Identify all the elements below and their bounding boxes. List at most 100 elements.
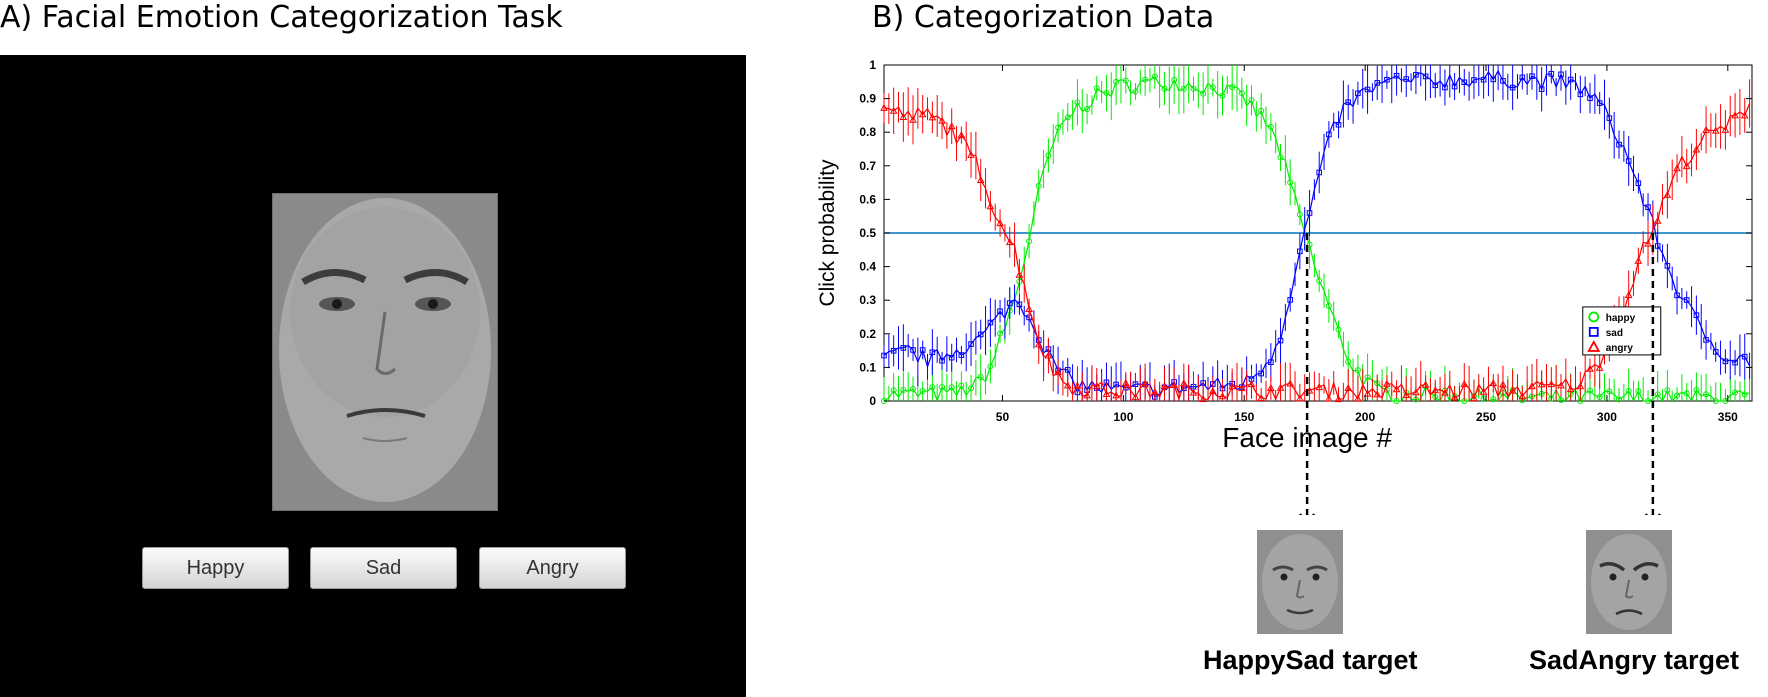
- angry-point: [1450, 393, 1459, 401]
- sad-point: [1287, 297, 1293, 303]
- angry-point: [889, 106, 898, 114]
- angry-point: [1189, 388, 1198, 396]
- angry-point: [1267, 383, 1275, 391]
- angry-point: [1005, 238, 1014, 246]
- happy-point: [1074, 99, 1081, 106]
- happy-point: [900, 386, 907, 393]
- happy-point: [1306, 241, 1313, 248]
- happy-point: [910, 385, 917, 392]
- happy-point: [987, 363, 994, 370]
- y-tick-label: 0.2: [859, 327, 876, 341]
- sad-point: [1432, 82, 1439, 89]
- angry-point: [1208, 387, 1217, 395]
- sad-point: [1732, 359, 1738, 366]
- angry-point: [1228, 382, 1237, 390]
- happy-point: [1161, 85, 1168, 92]
- sad-point: [997, 308, 1003, 315]
- sad-point: [1538, 86, 1545, 92]
- happy-point: [1596, 394, 1603, 401]
- angry-point: [1015, 270, 1024, 278]
- x-tick-label: 350: [1718, 410, 1738, 424]
- sad-point: [1277, 337, 1284, 344]
- angry-point: [1034, 340, 1043, 348]
- happysad-target-face-image: [1257, 530, 1343, 634]
- panel-a-title: A) Facial Emotion Categorization Task: [0, 0, 563, 35]
- happy-point: [1693, 386, 1700, 393]
- y-tick-label: 0.1: [859, 360, 876, 374]
- sad-line: [883, 69, 1751, 398]
- sad-point: [1567, 76, 1574, 83]
- happy-point: [1258, 107, 1265, 114]
- angry-point: [1315, 383, 1324, 391]
- sad-point: [1577, 91, 1584, 98]
- happy-point: [929, 384, 936, 391]
- happy-point: [948, 384, 955, 391]
- angry-point: [1441, 388, 1449, 396]
- y-tick-label: 0.3: [859, 293, 876, 307]
- sad-point: [1490, 76, 1497, 83]
- happy-point: [1616, 396, 1623, 403]
- happy-point: [1587, 387, 1594, 394]
- angry-point: [899, 112, 908, 121]
- happy-button[interactable]: Happy: [142, 547, 289, 589]
- angry-point: [1170, 380, 1178, 389]
- sad-point: [1403, 76, 1410, 82]
- sad-point: [1712, 349, 1719, 355]
- happy-point: [1055, 124, 1062, 131]
- happy-point: [1093, 85, 1100, 92]
- sad-point: [968, 341, 974, 347]
- angry-point: [1508, 386, 1517, 394]
- happy-point: [1277, 154, 1284, 161]
- sad-point: [1306, 210, 1313, 216]
- sad-point: [1268, 359, 1274, 365]
- happy-point: [1606, 388, 1613, 395]
- angry-point: [928, 113, 937, 121]
- angry-point: [1682, 162, 1691, 170]
- angry-point: [1663, 190, 1672, 198]
- angry-point: [1624, 290, 1633, 298]
- happy-point: [1064, 114, 1071, 121]
- angry-point: [947, 122, 956, 130]
- angry-point: [1083, 391, 1091, 399]
- happysad-target-label: HappySad target: [1203, 645, 1418, 675]
- angry-point: [1150, 387, 1159, 395]
- angry-point: [1257, 393, 1266, 401]
- x-tick-label: 250: [1476, 410, 1496, 424]
- happy-point: [1026, 238, 1033, 245]
- angry-point: [1528, 382, 1536, 390]
- angry-point: [1653, 216, 1662, 224]
- angry-point: [1218, 392, 1227, 400]
- happy-point: [1142, 76, 1149, 83]
- angry-point: [1383, 379, 1391, 387]
- angry-point: [1121, 378, 1130, 387]
- happy-point: [977, 373, 984, 380]
- angry-point: [918, 110, 927, 118]
- happy-point: [1393, 398, 1400, 404]
- happy-point: [1287, 179, 1294, 186]
- y-tick-label: 0: [869, 394, 876, 408]
- sad-point: [958, 352, 965, 358]
- sad-button[interactable]: Sad: [310, 547, 457, 589]
- happy-point: [1132, 88, 1139, 95]
- angry-point: [1518, 392, 1527, 400]
- angry-point: [957, 131, 966, 139]
- happy-point: [1635, 388, 1642, 395]
- happy-point: [1151, 73, 1158, 80]
- angry-button[interactable]: Angry: [479, 547, 626, 589]
- legend-label-angry: angry: [1606, 343, 1634, 354]
- angry-point: [1063, 381, 1072, 389]
- angry-point: [1025, 304, 1033, 313]
- series-layer: [880, 65, 1751, 404]
- angry-point: [1595, 363, 1604, 371]
- sad-point: [1064, 367, 1071, 373]
- happy-point: [1267, 123, 1274, 130]
- happy-point: [919, 387, 926, 394]
- task-screen: Happy Sad Angry: [0, 55, 746, 697]
- angry-point: [1237, 384, 1246, 392]
- sad-point: [1616, 141, 1622, 148]
- sad-point: [1654, 243, 1661, 249]
- happy-point: [1190, 85, 1197, 92]
- sad-point: [1674, 292, 1680, 299]
- happy-point: [1180, 85, 1187, 92]
